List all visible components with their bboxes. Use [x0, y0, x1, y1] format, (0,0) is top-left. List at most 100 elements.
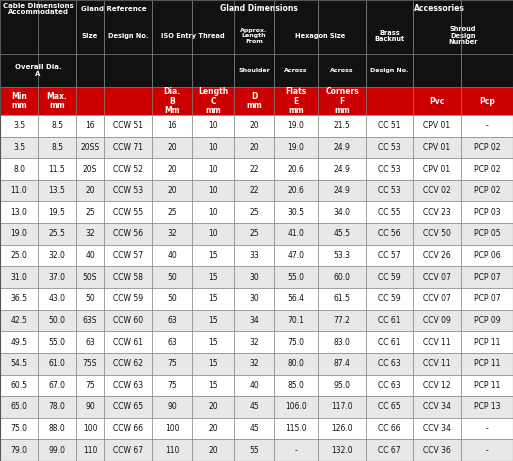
- Text: 75: 75: [167, 381, 177, 390]
- Bar: [461, 245, 513, 266]
- Text: 11.5: 11.5: [49, 165, 65, 173]
- Text: CPV 01: CPV 01: [423, 165, 450, 173]
- Text: 8.5: 8.5: [51, 143, 63, 152]
- Bar: [76, 180, 104, 201]
- Bar: [0, 245, 38, 266]
- Bar: [152, 180, 192, 201]
- Bar: [366, 288, 413, 310]
- Bar: [104, 288, 152, 310]
- Text: 15: 15: [208, 294, 218, 303]
- Text: 55.0: 55.0: [49, 337, 66, 347]
- Bar: [366, 0, 413, 87]
- Bar: [413, 87, 461, 115]
- Text: 16: 16: [85, 121, 95, 130]
- Text: Dia.
B
Mm: Dia. B Mm: [164, 87, 181, 115]
- Bar: [366, 180, 413, 201]
- Text: CCW 58: CCW 58: [113, 273, 143, 282]
- Text: 25.5: 25.5: [49, 230, 66, 238]
- Text: CCW 60: CCW 60: [113, 316, 143, 325]
- Text: CC 61: CC 61: [378, 316, 401, 325]
- Text: 15: 15: [208, 337, 218, 347]
- Bar: [234, 396, 274, 418]
- Bar: [461, 223, 513, 245]
- Bar: [274, 266, 318, 288]
- Text: CCW 59: CCW 59: [113, 294, 143, 303]
- Bar: [274, 418, 318, 439]
- Bar: [413, 158, 461, 180]
- Text: 13.5: 13.5: [49, 186, 66, 195]
- Bar: [234, 331, 274, 353]
- Text: 20: 20: [85, 186, 95, 195]
- Text: -: -: [294, 446, 298, 455]
- Text: PCP 11: PCP 11: [474, 359, 500, 368]
- Text: 3.5: 3.5: [13, 121, 25, 130]
- Bar: [461, 158, 513, 180]
- Text: 34: 34: [249, 316, 259, 325]
- Text: 75S: 75S: [83, 359, 97, 368]
- Text: CCV 34: CCV 34: [423, 424, 451, 433]
- Bar: [38, 245, 76, 266]
- Text: 10: 10: [208, 143, 218, 152]
- Bar: [76, 396, 104, 418]
- Bar: [0, 266, 38, 288]
- Bar: [366, 331, 413, 353]
- Text: 34.0: 34.0: [333, 208, 350, 217]
- Text: Shoulder: Shoulder: [238, 68, 270, 73]
- Text: CC 57: CC 57: [378, 251, 401, 260]
- Text: D
mm: D mm: [246, 92, 262, 110]
- Text: 10: 10: [208, 230, 218, 238]
- Text: 60.5: 60.5: [10, 381, 28, 390]
- Text: CCW 71: CCW 71: [113, 143, 143, 152]
- Bar: [104, 115, 152, 136]
- Text: CPV 01: CPV 01: [423, 121, 450, 130]
- Bar: [192, 353, 234, 374]
- Bar: [152, 136, 192, 158]
- Text: 21.5: 21.5: [333, 121, 350, 130]
- Bar: [318, 288, 366, 310]
- Bar: [413, 439, 461, 461]
- Bar: [38, 418, 76, 439]
- Bar: [192, 87, 234, 115]
- Text: 50: 50: [167, 294, 177, 303]
- Text: 41.0: 41.0: [288, 230, 304, 238]
- Text: Shroud
Design
Number: Shroud Design Number: [448, 26, 478, 46]
- Text: CCW 53: CCW 53: [113, 186, 143, 195]
- Bar: [366, 223, 413, 245]
- Text: CCW 51: CCW 51: [113, 121, 143, 130]
- Bar: [234, 418, 274, 439]
- Text: 67.0: 67.0: [49, 381, 66, 390]
- Text: 15: 15: [208, 381, 218, 390]
- Bar: [461, 439, 513, 461]
- Bar: [366, 374, 413, 396]
- Bar: [234, 115, 274, 136]
- Bar: [366, 396, 413, 418]
- Text: 75.0: 75.0: [10, 424, 28, 433]
- Bar: [104, 374, 152, 396]
- Bar: [152, 310, 192, 331]
- Text: 20.6: 20.6: [288, 165, 304, 173]
- Bar: [413, 115, 461, 136]
- Text: 15: 15: [208, 251, 218, 260]
- Text: 43.0: 43.0: [49, 294, 66, 303]
- Bar: [366, 87, 413, 115]
- Text: PCP 11: PCP 11: [474, 337, 500, 347]
- Bar: [192, 158, 234, 180]
- Bar: [0, 288, 38, 310]
- Text: PCP 05: PCP 05: [473, 230, 500, 238]
- Bar: [413, 310, 461, 331]
- Bar: [461, 201, 513, 223]
- Text: Max.
mm: Max. mm: [47, 92, 67, 110]
- Text: 25: 25: [167, 208, 177, 217]
- Text: 40: 40: [167, 251, 177, 260]
- Text: 80.0: 80.0: [288, 359, 304, 368]
- Text: 8.0: 8.0: [13, 165, 25, 173]
- Bar: [461, 0, 513, 87]
- Text: Pvc: Pvc: [429, 96, 445, 106]
- Text: 63S: 63S: [83, 316, 97, 325]
- Bar: [104, 201, 152, 223]
- Bar: [274, 396, 318, 418]
- Bar: [413, 418, 461, 439]
- Bar: [318, 180, 366, 201]
- Text: 30: 30: [249, 294, 259, 303]
- Text: CC 63: CC 63: [378, 359, 401, 368]
